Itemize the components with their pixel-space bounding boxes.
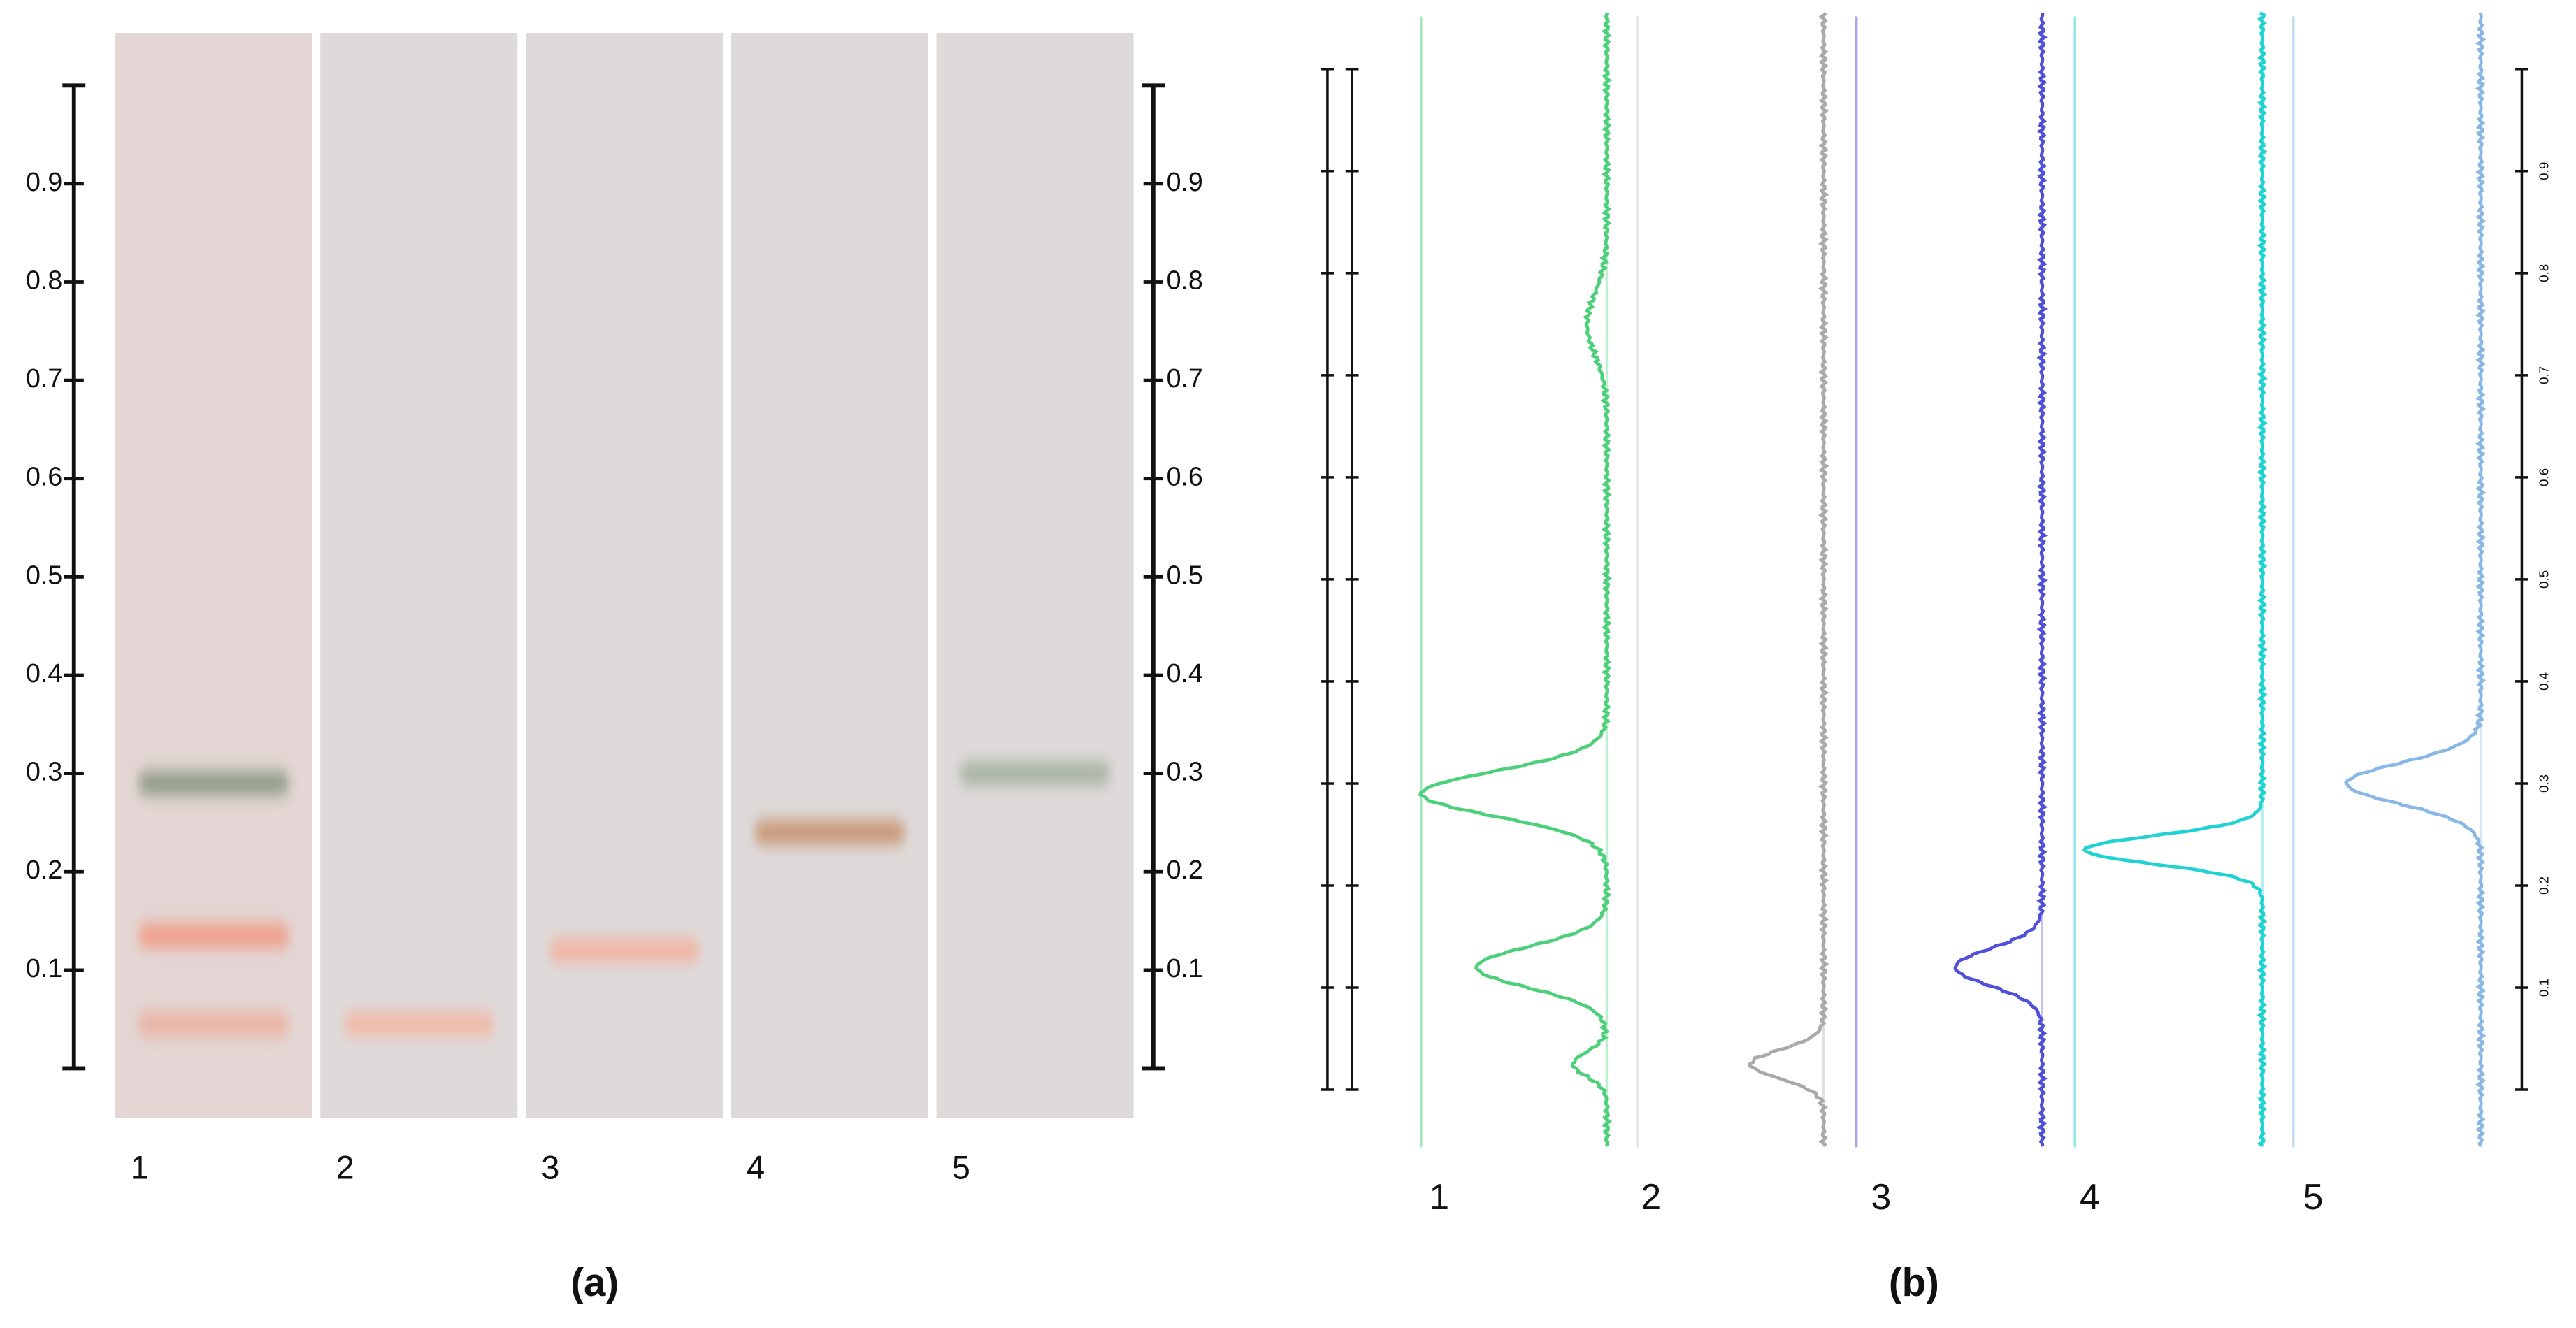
y-tick-label: 0.8 — [26, 265, 62, 294]
tlc-lane — [731, 33, 928, 1118]
y-tick-label: 0.9 — [2536, 162, 2551, 180]
y-tick-label: 0.8 — [2536, 264, 2551, 282]
y-tick-label: 0.3 — [1167, 757, 1203, 786]
density-trace — [1747, 12, 1829, 1147]
y-tick-label: 0.1 — [2536, 979, 2551, 997]
y-tick-label: 0.6 — [2536, 468, 2551, 486]
tlc-band — [138, 1012, 289, 1036]
panel-label: (a) — [570, 1260, 619, 1304]
lane-label: 5 — [2303, 1176, 2324, 1217]
tlc-band — [548, 939, 700, 962]
density-trace — [1953, 13, 2048, 1146]
y-tick-label: 0.2 — [1167, 855, 1203, 884]
y-tick-label: 0.7 — [2536, 366, 2551, 384]
lane-label: 3 — [1871, 1176, 1892, 1217]
y-tick-label: 0.1 — [26, 953, 62, 983]
y-tick-label: 0.8 — [1167, 265, 1203, 294]
panel-label: (b) — [1889, 1260, 1939, 1304]
lane-label: 1 — [131, 1149, 149, 1186]
y-tick-label: 0.2 — [26, 855, 62, 884]
y-tick-label: 0.6 — [26, 462, 62, 491]
density-trace — [2082, 11, 2268, 1148]
y-tick-label: 0.4 — [2536, 672, 2551, 691]
tlc-lane — [115, 33, 312, 1118]
tlc-lane — [320, 33, 518, 1118]
y-tick-label: 0.3 — [2536, 774, 2551, 793]
tlc-band — [138, 772, 289, 795]
lane-label: 1 — [1429, 1176, 1449, 1217]
tlc-band — [343, 1012, 495, 1036]
density-trace — [1418, 12, 1613, 1146]
lane-label: 5 — [952, 1149, 970, 1186]
y-tick-label: 0.4 — [1167, 658, 1203, 688]
y-tick-label: 0.7 — [26, 363, 62, 393]
y-tick-label: 0.2 — [2536, 876, 2551, 895]
y-tick-label: 0.4 — [26, 658, 62, 688]
y-tick-label: 0.5 — [1167, 560, 1203, 589]
tlc-lane — [526, 33, 724, 1118]
lane-label: 2 — [336, 1149, 354, 1186]
tlc-band — [138, 924, 289, 948]
y-tick-label: 0.9 — [26, 167, 62, 196]
y-tick-label: 0.9 — [1167, 167, 1203, 196]
y-tick-label: 0.5 — [26, 560, 62, 589]
y-tick-label: 0.3 — [26, 757, 62, 786]
density-trace — [2344, 12, 2487, 1147]
y-tick-label: 0.5 — [2536, 570, 2551, 589]
y-tick-label: 0.7 — [1167, 363, 1203, 393]
tlc-lane — [936, 33, 1134, 1118]
lane-label: 4 — [2080, 1176, 2100, 1217]
tlc-band — [959, 762, 1111, 786]
lane-label: 2 — [1641, 1176, 1661, 1217]
y-tick-label: 0.1 — [1167, 953, 1203, 983]
tlc-band — [754, 821, 905, 844]
lane-label: 3 — [541, 1149, 559, 1186]
lane-label: 4 — [747, 1149, 765, 1186]
y-tick-label: 0.6 — [1167, 462, 1203, 491]
